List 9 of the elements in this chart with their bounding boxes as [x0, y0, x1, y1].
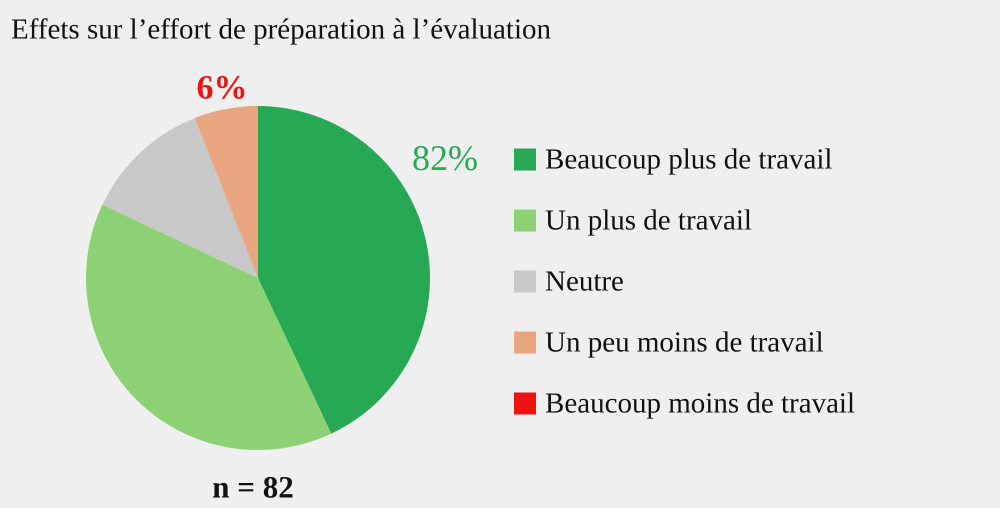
text: n = 82	[212, 470, 294, 504]
text: 6%	[196, 70, 248, 106]
text: 82%	[412, 138, 478, 178]
legend-label: Beaucoup moins de travail	[545, 388, 856, 420]
legend-label: Un peu moins de travail	[545, 326, 824, 358]
chart-title: Effets sur l’effort de préparation à l’évaluation	[11, 14, 552, 46]
legend-label: Neutre	[545, 266, 624, 298]
legend-label: Un plus de travail	[545, 204, 752, 236]
legend-label: Beaucoup plus de travail	[545, 144, 832, 176]
